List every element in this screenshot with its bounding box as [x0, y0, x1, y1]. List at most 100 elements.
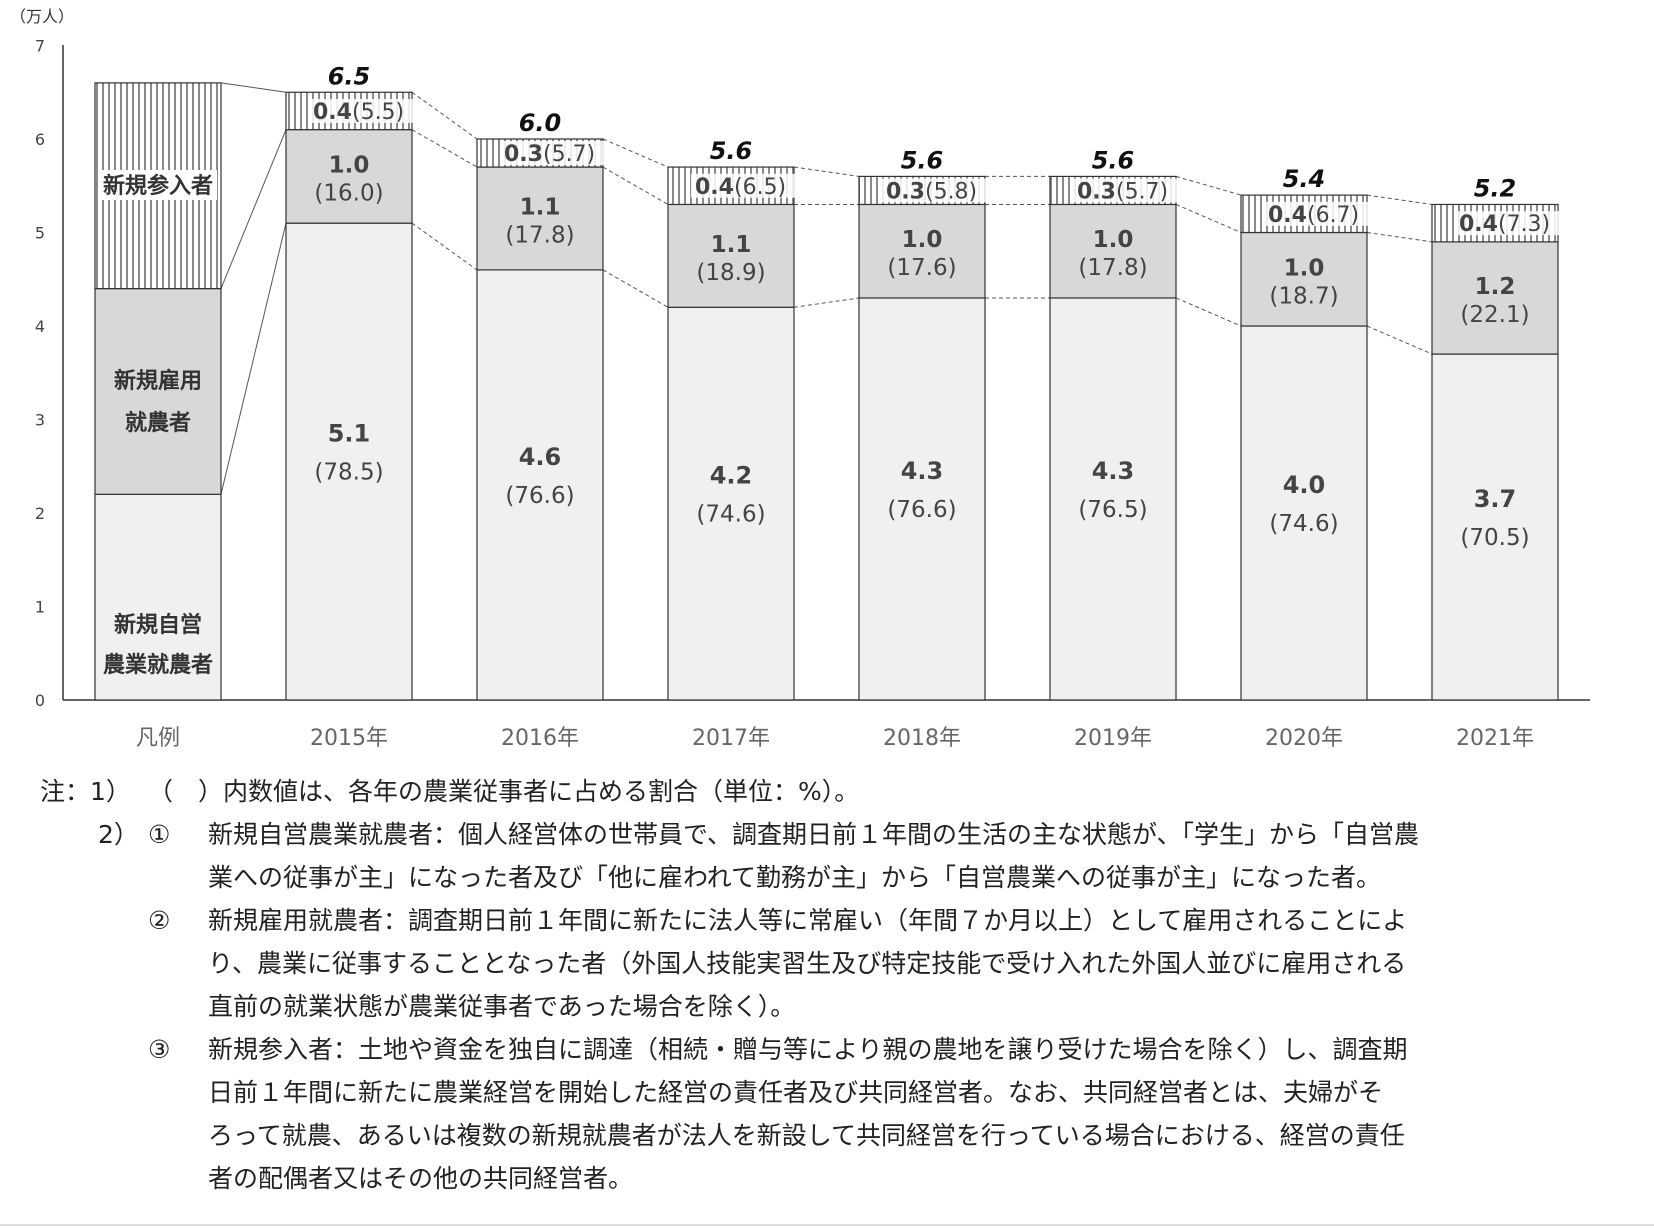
data-label-employed: 1.1: [520, 194, 561, 220]
new-entrant-value: 0.4: [695, 175, 734, 200]
total-label: 5.2: [1474, 174, 1517, 202]
connector-line: [411, 129, 478, 168]
data-label-employed: 1.0: [1093, 227, 1134, 253]
new-entrant-label-backing: [309, 98, 419, 123]
footnotes: 注：1） （ ）内数値は、各年の農業従事者に占める割合（単位：%）。 2） ① 新規自営…: [40, 770, 1620, 1200]
connector-line: [793, 166, 860, 177]
connector-line: [1366, 194, 1433, 205]
x-tick-label: 2017年: [692, 726, 770, 751]
footnote-line: 者の配偶者又はその他の共同経営者。: [40, 1157, 1620, 1200]
footnote-text: 者の配偶者又はその他の共同経営者。: [208, 1164, 634, 1193]
new-entrant-label-backing: [882, 178, 992, 203]
data-label-new-entrant: 0.4(7.3): [1459, 212, 1550, 237]
data-label-employed: 1.0: [1284, 255, 1325, 281]
new-entrant-label-backing: [1455, 211, 1565, 236]
connector-line: [220, 82, 287, 93]
pct-label-self-employed: (70.5): [1460, 525, 1529, 551]
footnote-line: ろって就農、あるいは複数の新規就農者が法人を新設して共同経営を行っている場合にお…: [40, 1114, 1620, 1157]
footnote-text: ろって就農、あるいは複数の新規就農者が法人を新設して共同経営を行っている場合にお…: [208, 1121, 1405, 1150]
bar-self-employed: [1049, 297, 1177, 701]
bar-self-employed: [1431, 353, 1559, 701]
bar-employed: [1049, 203, 1177, 299]
footnote-line: 直前の就業状態が農業従事者であった場合を除く）。: [40, 985, 1620, 1028]
data-label-new-entrant: 0.3(5.7): [1077, 179, 1168, 204]
y-tick-label: 3: [35, 411, 45, 430]
data-label-self-employed: 4.3: [1092, 457, 1135, 485]
data-label-self-employed: 4.0: [1283, 471, 1326, 499]
new-entrant-value: 0.4: [1268, 203, 1307, 228]
y-tick-label: 1: [35, 598, 45, 617]
footnote-line: ② 新規雇用就農者：調査期日前１年間に新たに法人等に常雇い（年間７か月以上）として…: [40, 899, 1620, 942]
footnote-text: 新規参入者：土地や資金を独自に調達（相続・贈与等により親の農地を譲り受けた場合を…: [208, 1035, 1408, 1064]
x-tick-label: 2020年: [1265, 726, 1343, 751]
connector-line: [1366, 325, 1433, 355]
new-entrant-label-backing: [1073, 178, 1183, 203]
legend-segment-0: [94, 493, 222, 701]
new-entrant-pct: (5.8): [925, 179, 977, 204]
connector-line: [602, 138, 669, 168]
bar-employed: [1431, 241, 1559, 355]
footnote-text: 新規自営農業就農者：個人経営体の世帯員で、調査期日前１年間の生活の主な状態が、「…: [208, 820, 1420, 849]
total-label: 6.5: [328, 62, 371, 90]
footnote-line: 業への従事が主」になった者及び「他に雇われて勤務が主」から「自営農業への従事が主…: [40, 856, 1620, 899]
bar-self-employed: [1240, 325, 1368, 701]
data-label-new-entrant: 0.3(5.8): [886, 179, 977, 204]
new-entrant-label-backing: [691, 173, 801, 198]
bar-employed: [476, 166, 604, 271]
pct-label-self-employed: (76.5): [1078, 497, 1147, 523]
bar-self-employed: [858, 297, 986, 701]
data-label-employed: 1.1: [711, 232, 752, 258]
footnote-prefix: 注：1）: [40, 777, 131, 806]
data-label-self-employed: 4.2: [710, 462, 753, 490]
new-entrant-pct: (6.7): [1307, 203, 1359, 228]
data-label-employed: 1.0: [902, 227, 943, 253]
footnote-text: 新規雇用就農者：調査期日前１年間に新たに法人等に常雇い（年間７か月以上）として雇…: [208, 906, 1408, 935]
pct-label-employed: (17.8): [1078, 255, 1147, 281]
new-entrant-value: 0.4: [313, 100, 352, 125]
footnote-text: 業への従事が主」になった者及び「他に雇われて勤務が主」から「自営農業への従事が主…: [208, 863, 1382, 892]
pct-label-employed: (17.6): [887, 255, 956, 281]
new-entrant-value: 0.3: [886, 179, 925, 204]
data-label-employed: 1.2: [1475, 274, 1516, 300]
new-entrant-pct: (5.7): [1116, 179, 1168, 204]
data-label-self-employed: 5.1: [328, 420, 371, 448]
legend-label: 就農者: [125, 410, 191, 436]
legend-label-backing: [99, 170, 217, 200]
new-entrant-value: 0.3: [1077, 179, 1116, 204]
total-label: 5.4: [1283, 165, 1326, 193]
connector-line: [220, 223, 287, 495]
pct-label-self-employed: (74.6): [696, 502, 765, 528]
total-label: 5.6: [1092, 146, 1135, 174]
new-entrant-pct: (5.7): [543, 142, 595, 167]
footnote-line: ③ 新規参入者：土地や資金を独自に調達（相続・贈与等により親の農地を譲り受けた場合…: [40, 1028, 1620, 1071]
connector-line: [1175, 175, 1242, 196]
y-tick-label: 5: [35, 224, 45, 243]
footnote-text: 日前１年間に新たに農業経営を開始した経営の責任者及び共同経営者。なお、共同経営者…: [208, 1078, 1384, 1107]
data-label-new-entrant: 0.4(6.5): [695, 175, 786, 200]
data-label-new-entrant: 0.4(6.7): [1268, 203, 1359, 228]
legend-label: 農業就農者: [103, 652, 213, 678]
bar-employed: [667, 203, 795, 308]
bar-self-employed: [476, 269, 604, 701]
x-tick-label: 凡例: [136, 726, 180, 751]
legend-label: 新規参入者: [103, 173, 213, 199]
connector-line: [1175, 297, 1242, 327]
bar-employed: [1240, 231, 1368, 327]
footnote-line: 2） ① 新規自営農業就農者：個人経営体の世帯員で、調査期日前１年間の生活の主な状態…: [40, 813, 1620, 856]
pct-label-employed: (22.1): [1460, 302, 1529, 328]
connector-line: [602, 269, 669, 308]
bottom-divider: [0, 1224, 1654, 1226]
pct-label-self-employed: (74.6): [1269, 511, 1338, 537]
pct-label-self-employed: (78.5): [314, 460, 383, 486]
pct-label-employed: (16.0): [314, 180, 383, 206]
legend-label: 新規雇用: [114, 368, 202, 394]
connector-line: [793, 297, 860, 308]
x-tick-label: 2016年: [501, 726, 579, 751]
bar-employed: [285, 129, 413, 224]
new-entrant-label-backing: [1264, 201, 1374, 226]
legend-label: 新規自営: [114, 612, 202, 638]
x-tick-label: 2015年: [310, 726, 388, 751]
pct-label-employed: (17.8): [505, 222, 574, 248]
footnote-prefix: 2）: [98, 820, 139, 849]
x-tick-label: 2021年: [1456, 726, 1534, 751]
